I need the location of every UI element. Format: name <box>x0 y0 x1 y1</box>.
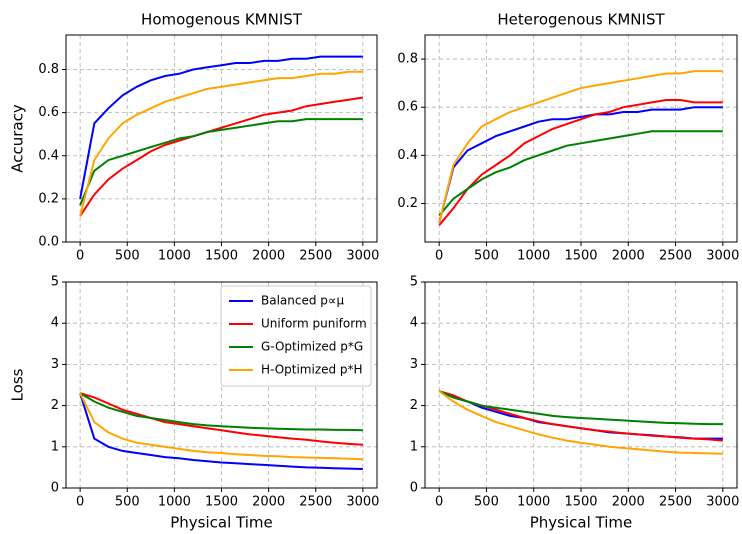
y-tick-label: 5 <box>410 275 418 290</box>
legend-label: G-Optimized p*G <box>261 340 363 354</box>
x-tick-label: 3000 <box>346 495 379 510</box>
y-tick-label: 0 <box>51 481 59 496</box>
x-tick-label: 2000 <box>252 495 285 510</box>
y-tick-label: 5 <box>51 275 59 290</box>
y-tick-label: 0 <box>410 481 418 496</box>
y-tick-label: 2 <box>410 398 418 413</box>
x-tick-label: 1000 <box>158 249 191 264</box>
y-tick-label: 0.4 <box>38 148 59 163</box>
x-tick-label: 1500 <box>564 495 597 510</box>
series-line <box>438 130 723 217</box>
y-tick-label: 0.6 <box>397 100 418 115</box>
x-axis-label: Physical Time <box>170 514 273 532</box>
x-tick-label: 3000 <box>346 249 379 264</box>
x-tick-label: 0 <box>76 495 84 510</box>
series-line <box>79 392 363 461</box>
legend-label: H-Optimized p*H <box>261 363 363 377</box>
x-tick-label: 0 <box>435 249 443 264</box>
y-tick-label: 4 <box>410 316 418 331</box>
y-tick-label: 3 <box>410 357 418 372</box>
x-tick-label: 2500 <box>659 249 692 264</box>
x-tick-label: 500 <box>474 249 499 264</box>
x-tick-label: 500 <box>115 495 140 510</box>
series-line <box>438 70 723 223</box>
x-tick-label: 2000 <box>252 249 285 264</box>
y-tick-label: 0.2 <box>38 191 59 206</box>
plot-frame <box>424 281 738 489</box>
legend-label: Uniform puniform <box>261 317 367 331</box>
y-tick-label: 3 <box>51 357 59 372</box>
x-tick-label: 3000 <box>706 249 739 264</box>
x-axis-label: Physical Time <box>530 514 633 532</box>
legend-box <box>220 285 372 387</box>
series-line <box>79 70 363 217</box>
series-line <box>79 392 363 432</box>
plot-frame <box>65 281 378 489</box>
x-tick-label: 2000 <box>612 249 645 264</box>
series-line <box>438 99 723 226</box>
plot-frame <box>65 34 378 243</box>
x-tick-label: 0 <box>435 495 443 510</box>
y-tick-label: 1 <box>51 439 59 454</box>
plot-frame <box>424 34 738 243</box>
series-line <box>438 390 723 426</box>
x-tick-label: 2000 <box>612 495 645 510</box>
series-line <box>79 118 363 206</box>
legend-label: Balanced p∝μ <box>261 294 344 308</box>
y-tick-label: 0.4 <box>397 148 418 163</box>
x-tick-label: 1000 <box>517 249 550 264</box>
panel-title: Homogenous KMNIST <box>141 11 303 29</box>
series-line <box>438 390 723 455</box>
x-tick-label: 1500 <box>205 249 238 264</box>
x-tick-label: 1000 <box>517 495 550 510</box>
y-axis-label: Loss <box>9 368 27 401</box>
y-tick-label: 2 <box>51 398 59 413</box>
y-tick-label: 4 <box>51 316 59 331</box>
y-tick-label: 0.8 <box>38 62 59 77</box>
series-line <box>438 106 723 223</box>
x-tick-label: 2500 <box>659 495 692 510</box>
x-tick-label: 2500 <box>299 249 332 264</box>
y-tick-label: 0.8 <box>397 52 418 67</box>
x-tick-label: 2500 <box>299 495 332 510</box>
series-line <box>79 392 363 446</box>
x-tick-label: 500 <box>115 249 140 264</box>
series-line <box>79 392 363 470</box>
x-tick-label: 1500 <box>205 495 238 510</box>
x-tick-label: 3000 <box>706 495 739 510</box>
panel-title: Heterogenous KMNIST <box>497 11 665 29</box>
x-tick-label: 500 <box>474 495 499 510</box>
y-tick-label: 1 <box>410 439 418 454</box>
x-tick-label: 1000 <box>158 495 191 510</box>
y-tick-label: 0.2 <box>397 196 418 211</box>
y-axis-label: Accuracy <box>9 104 27 173</box>
y-tick-label: 0.0 <box>38 235 59 250</box>
series-line <box>79 55 363 200</box>
x-tick-label: 0 <box>76 249 84 264</box>
series-line <box>79 96 364 217</box>
y-tick-label: 0.6 <box>38 105 59 120</box>
x-tick-label: 1500 <box>564 249 597 264</box>
